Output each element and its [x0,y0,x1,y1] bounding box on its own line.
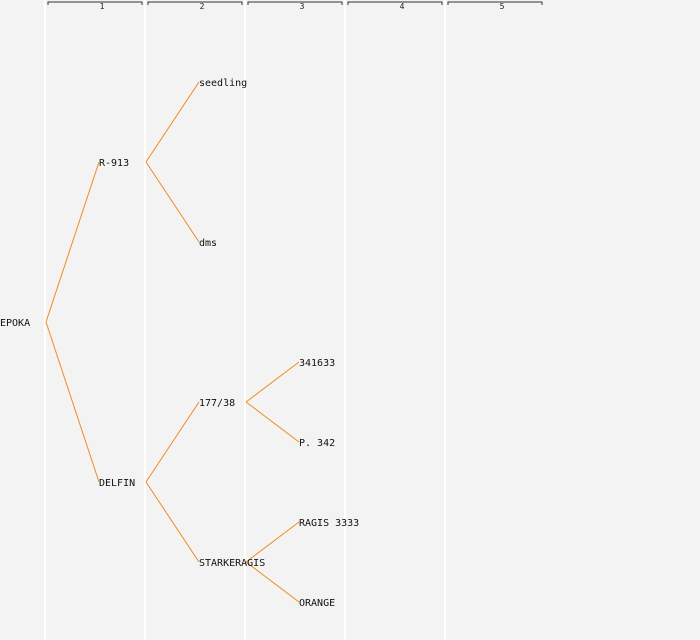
ancestor-node-label[interactable]: STARKERAGIS [199,558,265,569]
generation-label: 1 [100,2,105,11]
ancestor-node-label[interactable]: P. 342 [299,438,335,449]
pedigree-edge [45,161,100,323]
column-separators [44,0,446,640]
generation-bracket [47,1,143,5]
generation-label: 2 [200,2,205,11]
generation-bracket [347,1,443,5]
ancestor-node-label[interactable]: 177/38 [199,398,235,409]
generation-bracket [447,1,543,5]
pedigree-edge [145,161,200,243]
pedigree-edge [145,81,200,163]
generation-label: 5 [500,2,505,11]
generation-bracket [247,1,343,5]
ancestor-node-label[interactable]: DELFIN [99,478,135,489]
ancestor-node-label[interactable]: ORANGE [299,598,335,609]
ancestor-node-label[interactable]: R-913 [99,158,129,169]
pedigree-edge [45,321,100,483]
pedigree-edge [245,361,300,403]
pedigree-edge [145,481,200,563]
ancestor-node-label[interactable]: dms [199,238,217,249]
pedigree-edge [245,401,300,443]
root-node-label[interactable]: EPOKA [0,318,30,329]
generation-header: 1 2 3 4 5 [47,1,543,11]
pedigree-nodes: EPOKA R-913 seedling dms DELFIN 177/38 341633 P… [0,78,359,609]
pedigree-edges [45,81,300,603]
pedigree-edge [245,561,300,603]
pedigree-edge [145,401,200,483]
ancestor-node-label[interactable]: 341633 [299,358,335,369]
generation-bracket [147,1,243,5]
ancestor-node-label[interactable]: seedling [199,78,247,89]
pedigree-edge [245,521,300,563]
generation-label: 3 [300,2,305,11]
ancestor-node-label[interactable]: RAGIS 3333 [299,518,359,529]
generation-label: 4 [400,2,405,11]
